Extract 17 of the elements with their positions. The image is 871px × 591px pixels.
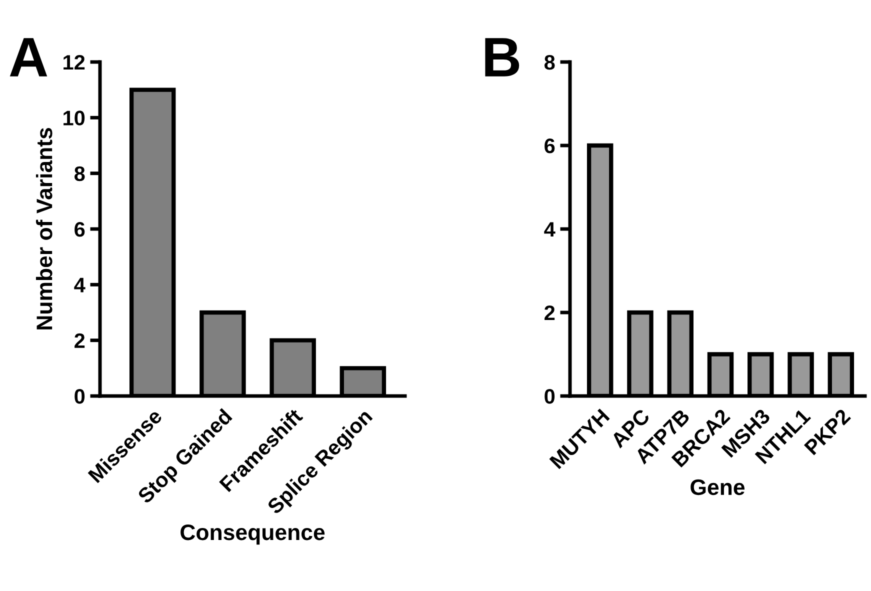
- y-tick-label: 12: [64, 55, 85, 70]
- text: B: [485, 38, 520, 76]
- y-tick-label: 8: [74, 166, 85, 182]
- x-axis-title: Consequence: [180, 524, 325, 545]
- y-tick-label: 0: [74, 389, 85, 404]
- y-tick-label: 6: [544, 138, 555, 154]
- text: A: [10, 38, 48, 76]
- y-tick-label: 6: [74, 222, 85, 237]
- y-tick-label: 2: [74, 333, 85, 348]
- y-tick-label: 0: [544, 389, 555, 404]
- y-tick-label: 2: [544, 306, 555, 320]
- y-axis-title: Number of Variants: [36, 128, 52, 330]
- y-tick-label: 8: [544, 55, 555, 70]
- y-tick-label: 4: [74, 278, 86, 292]
- y-tick-label: 10: [64, 110, 85, 126]
- x-axis-title: Gene: [690, 479, 745, 496]
- y-tick-label: 4: [544, 222, 556, 237]
